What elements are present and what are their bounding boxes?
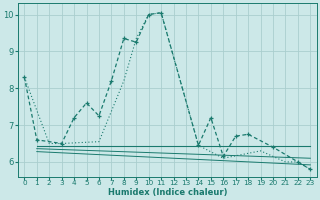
X-axis label: Humidex (Indice chaleur): Humidex (Indice chaleur) bbox=[108, 188, 227, 197]
